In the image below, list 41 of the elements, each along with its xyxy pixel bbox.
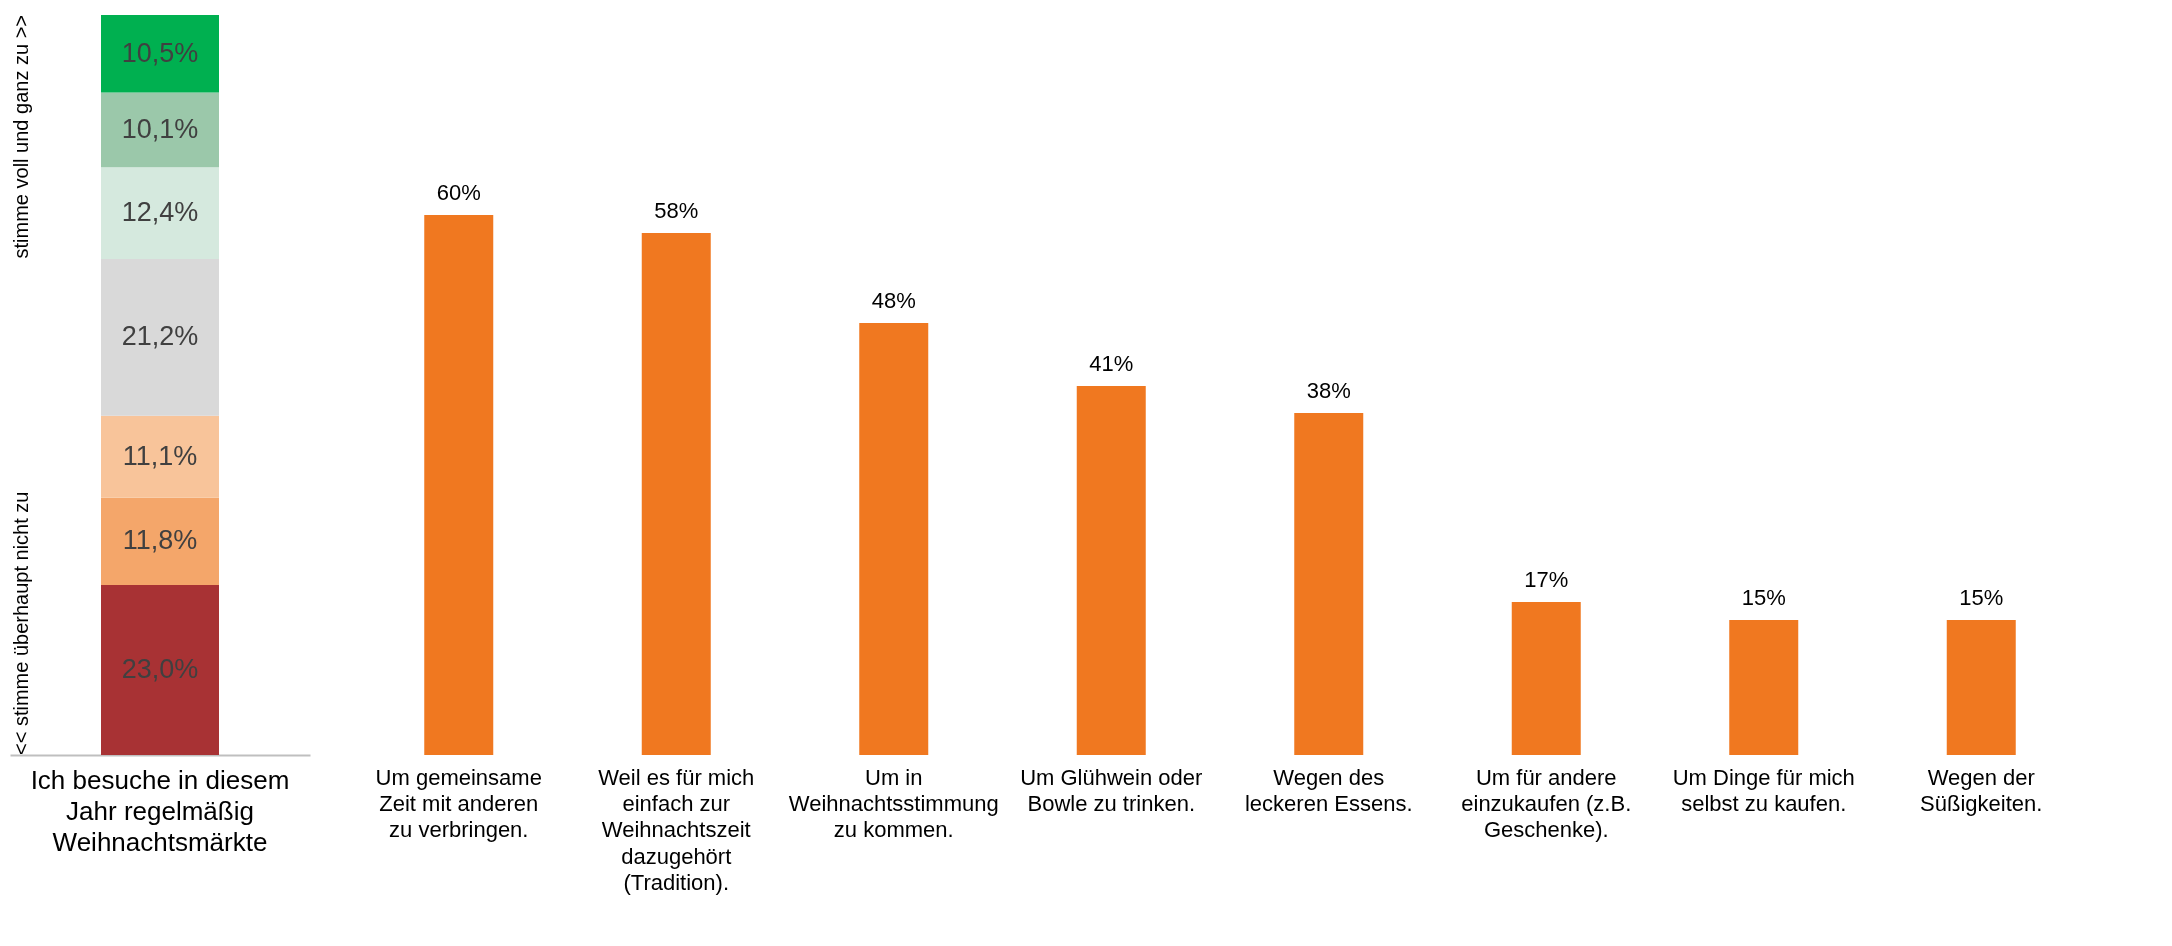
data-label: 41% [1089, 351, 1134, 376]
data-label: 21,2% [121, 321, 199, 352]
x-tick-label: Um Glühwein oder Bowle zu trinken. [1020, 764, 1203, 816]
x-tick-label: Um für andere einzukaufen (z.B. Geschenke). [1461, 764, 1632, 843]
text: stimme voll und ganz zu >> [10, 15, 32, 259]
data-label: 10,1% [121, 113, 199, 144]
data-label: 15% [1959, 585, 2004, 610]
text: << stimme überhaupt nicht zu [10, 491, 32, 755]
bar [101, 167, 219, 259]
data-label: 10,5% [121, 37, 199, 68]
bar [1076, 386, 1146, 755]
bar [101, 15, 219, 93]
data-label: 38% [1306, 378, 1351, 403]
bar [1294, 413, 1364, 755]
bar [1511, 602, 1581, 755]
bar [641, 233, 711, 755]
x-tick-label: Weil es für mich einfach zur Weihnachtszeit dazugehört (Tradition). [598, 764, 755, 896]
bar [101, 92, 219, 168]
bar [1729, 620, 1799, 755]
data-label: 17% [1524, 567, 1569, 592]
data-label: 15% [1741, 585, 1786, 610]
bar [101, 415, 219, 498]
bar [101, 497, 219, 585]
x-tick-label: Um in Weihnachtsstimmung zu kommen. [788, 764, 999, 843]
data-label: 11,1% [122, 440, 198, 471]
bar [424, 215, 494, 755]
data-label: 23,0% [121, 653, 199, 684]
x-tick-label: Ich besuche in diesem Jahr regelmäßig Weihnachtsmärkte [30, 764, 290, 857]
data-label: 60% [436, 180, 481, 205]
x-tick-label: Wegen des leckeren Essens. [1244, 764, 1413, 816]
bar [1946, 620, 2016, 755]
data-label: 48% [871, 288, 916, 313]
data-label: 58% [654, 198, 699, 223]
bar [859, 323, 929, 755]
data-label: 12,4% [121, 197, 199, 228]
x-tick-label: Um Dinge für mich selbst zu kaufen. [1672, 764, 1855, 816]
data-label: 11,8% [122, 525, 198, 556]
bar [101, 258, 219, 416]
x-tick-label: Um gemeinsame Zeit mit anderen zu verbringen. [375, 764, 542, 843]
bar [101, 584, 219, 755]
x-tick-label: Wegen der Süßigkeiten. [1920, 764, 2043, 816]
